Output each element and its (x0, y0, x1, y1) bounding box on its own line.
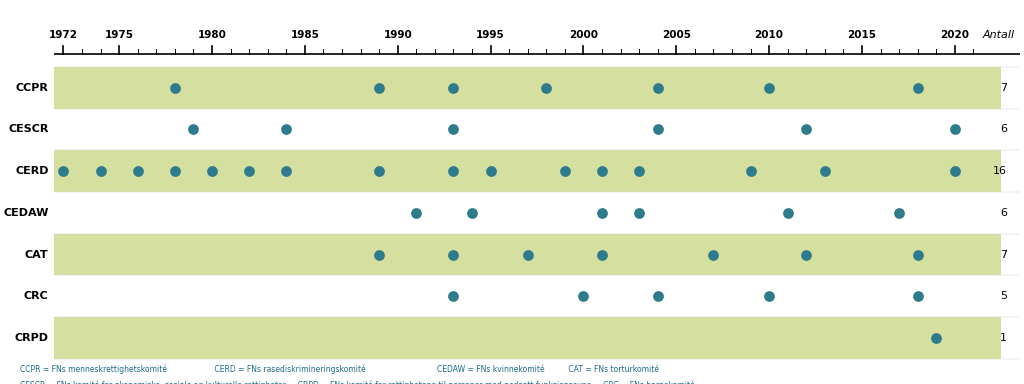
Point (557, 168, 573, 174)
Point (167, 168, 183, 174)
Point (909, 293, 926, 300)
Point (649, 293, 666, 300)
Point (761, 293, 777, 300)
Bar (54, 234, 1001, 275)
Text: 2005: 2005 (662, 30, 691, 40)
Text: 1975: 1975 (104, 30, 133, 40)
Text: 2010: 2010 (755, 30, 783, 40)
Bar (54, 150, 1001, 192)
Bar (54, 317, 1001, 359)
Text: 2015: 2015 (848, 30, 877, 40)
Point (798, 126, 814, 132)
Point (445, 252, 462, 258)
Point (55, 168, 72, 174)
Point (946, 126, 963, 132)
Point (371, 252, 387, 258)
Point (649, 84, 666, 91)
Point (909, 84, 926, 91)
Point (279, 168, 295, 174)
Point (594, 168, 610, 174)
Text: 5: 5 (999, 291, 1007, 301)
Point (279, 126, 295, 132)
Point (371, 84, 387, 91)
Text: 7: 7 (999, 250, 1007, 260)
Point (204, 168, 220, 174)
Text: 2020: 2020 (940, 30, 970, 40)
Text: CERD: CERD (15, 166, 48, 176)
Text: CRC: CRC (24, 291, 48, 301)
Point (649, 126, 666, 132)
Point (706, 252, 722, 258)
Point (519, 252, 536, 258)
Point (631, 210, 647, 216)
Text: CESCR: CESCR (8, 124, 48, 134)
Point (631, 168, 647, 174)
Text: CCPR = FNs menneskrettighetskomité                    CERD = FNs rasediskriminer: CCPR = FNs menneskrettighetskomité CERD … (20, 365, 659, 374)
Text: 1980: 1980 (198, 30, 226, 40)
Point (445, 126, 462, 132)
Point (928, 335, 944, 341)
Text: CCPR: CCPR (15, 83, 48, 93)
Text: 1990: 1990 (383, 30, 412, 40)
Text: 6: 6 (999, 124, 1007, 134)
Point (946, 168, 963, 174)
Point (891, 210, 907, 216)
Text: 1972: 1972 (49, 30, 78, 40)
Point (241, 168, 257, 174)
Text: Antall: Antall (982, 30, 1014, 40)
Point (445, 293, 462, 300)
Point (445, 168, 462, 174)
Text: 1995: 1995 (476, 30, 505, 40)
Point (594, 252, 610, 258)
Point (742, 168, 759, 174)
Bar (54, 67, 1001, 109)
Text: 2000: 2000 (569, 30, 598, 40)
Point (464, 210, 480, 216)
Point (575, 293, 592, 300)
Point (798, 252, 814, 258)
Point (817, 168, 834, 174)
Text: 6: 6 (999, 208, 1007, 218)
Text: 1: 1 (999, 333, 1007, 343)
Point (167, 84, 183, 91)
Text: 16: 16 (993, 166, 1007, 176)
Text: CRPD: CRPD (14, 333, 48, 343)
Point (129, 168, 145, 174)
Point (92, 168, 109, 174)
Bar (54, 192, 1001, 234)
Point (761, 84, 777, 91)
Point (445, 84, 462, 91)
Text: 7: 7 (999, 83, 1007, 93)
Text: CAT: CAT (25, 250, 48, 260)
Point (409, 210, 425, 216)
Text: CEDAW: CEDAW (3, 208, 48, 218)
Point (779, 210, 796, 216)
Point (594, 210, 610, 216)
Point (909, 252, 926, 258)
Text: 1985: 1985 (291, 30, 319, 40)
Point (482, 168, 499, 174)
Bar (54, 17, 1001, 67)
Point (538, 84, 554, 91)
Point (185, 126, 202, 132)
Text: CESCR = FNs komité for økonomiske, sosiale og kulturelle rettigheter     CRPD = : CESCR = FNs komité for økonomiske, sosia… (20, 380, 695, 384)
Point (371, 168, 387, 174)
Bar (54, 275, 1001, 317)
Bar (54, 109, 1001, 150)
